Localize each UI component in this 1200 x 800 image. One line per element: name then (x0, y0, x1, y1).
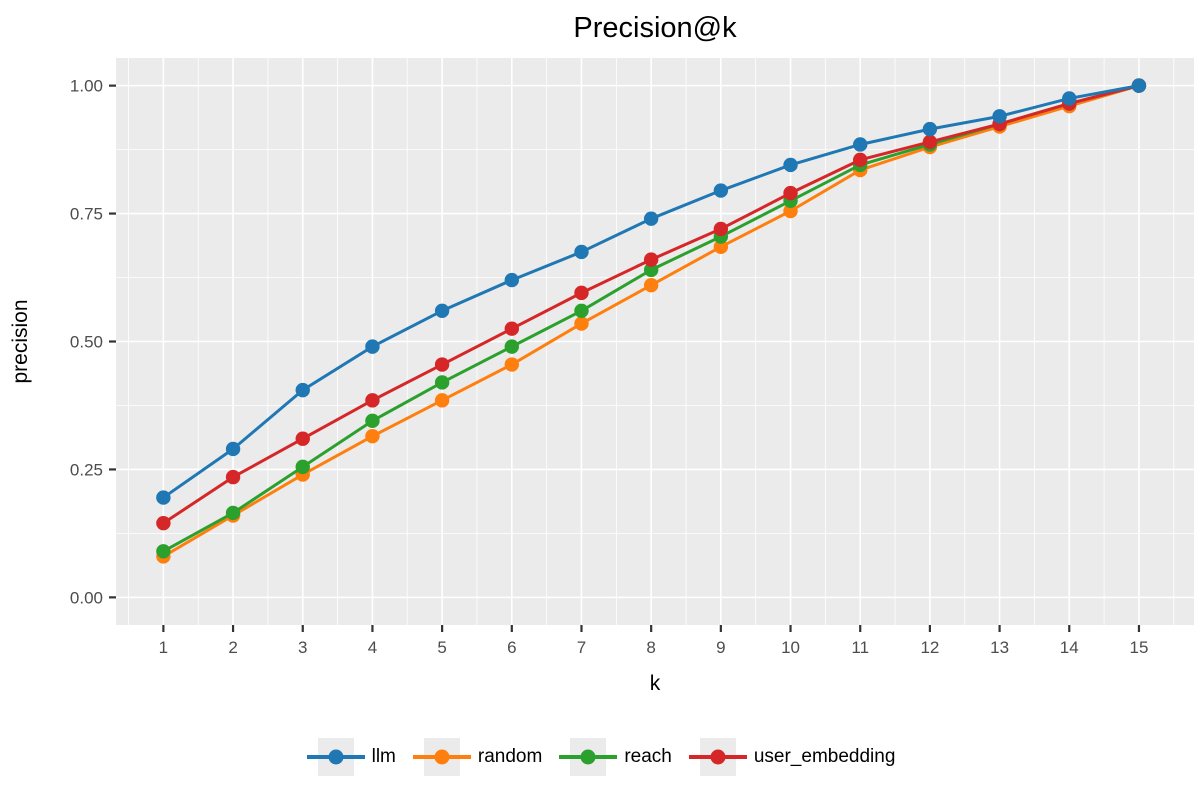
user_embedding-point (922, 134, 938, 150)
llm-point (713, 183, 729, 198)
user_embedding-point (783, 185, 798, 201)
user_embedding-point (643, 252, 659, 267)
random-point (434, 393, 450, 408)
x-tick-label: 5 (437, 638, 446, 657)
random-point (365, 428, 380, 444)
legend-point-glyph (710, 749, 726, 765)
y-tick-label: 0.25 (70, 460, 103, 479)
user_embedding-point (713, 221, 729, 237)
llm-point (992, 109, 1007, 124)
x-tick-label: 14 (1060, 638, 1079, 657)
chart-title: Precision@k (573, 12, 737, 44)
legend-key-reach (559, 738, 618, 776)
llm-point (295, 382, 310, 398)
legend-point-glyph (328, 749, 344, 765)
user_embedding-point (434, 357, 450, 372)
x-tick-label: 1 (159, 638, 168, 657)
user_embedding-point (225, 469, 241, 485)
random-point (643, 278, 659, 293)
llm-point (225, 441, 241, 457)
llm-point (574, 244, 589, 260)
x-axis-title: k (650, 672, 661, 695)
user_embedding-point (156, 515, 171, 531)
random-point (713, 239, 729, 255)
reach-point (643, 262, 659, 278)
llm-point (434, 303, 450, 318)
x-tick-label: 3 (298, 638, 307, 657)
random-point (574, 316, 589, 331)
legend-key-llm (306, 738, 365, 776)
random-point (504, 357, 520, 372)
x-tick-label: 12 (920, 638, 939, 657)
llm-point (365, 339, 380, 354)
user_embedding-point (853, 152, 868, 168)
llm-point (1062, 91, 1077, 106)
reach-point (574, 303, 589, 318)
x-tick-label: 11 (851, 638, 869, 657)
legend-label: random (477, 746, 543, 767)
user_embedding-point (574, 285, 589, 301)
reach-point (156, 544, 171, 559)
legend-point-glyph (580, 749, 596, 765)
legend-item-user_embedding: user_embedding (687, 737, 896, 777)
y-tick-label: 0.00 (70, 588, 103, 607)
legend-item-reach: reach (557, 737, 672, 777)
user_embedding-point (365, 393, 380, 408)
x-tick-label: 2 (228, 638, 237, 657)
reach-point (225, 505, 241, 521)
user_embedding-point (504, 321, 520, 336)
llm-point (1131, 78, 1147, 93)
llm-point (643, 211, 659, 226)
x-tick-label: 6 (507, 638, 516, 657)
legend-item-llm: llm (305, 737, 396, 777)
reach-point (434, 375, 450, 390)
x-tick-label: 8 (646, 638, 655, 657)
legend-label: reach (624, 746, 672, 767)
llm-point (504, 272, 520, 288)
llm-point (156, 490, 171, 505)
random-point (783, 203, 798, 219)
x-tick-label: 4 (368, 638, 377, 657)
y-tick-label: 1.00 (70, 77, 103, 96)
llm-point (853, 137, 868, 152)
y-axis-title: precision (9, 299, 32, 383)
legend-item-random: random (411, 737, 542, 777)
llm-point (922, 121, 938, 137)
legend-key-user_embedding (688, 738, 747, 776)
reach-point (365, 413, 380, 429)
llm-point (783, 157, 798, 173)
reach-point (504, 339, 520, 354)
x-tick-label: 7 (577, 638, 586, 657)
legend-label: user_embedding (753, 746, 896, 767)
y-tick-label: 0.75 (70, 205, 103, 224)
user_embedding-point (295, 431, 310, 446)
reach-point (295, 459, 310, 475)
x-tick-label: 13 (990, 638, 1009, 657)
x-tick-label: 15 (1129, 638, 1148, 657)
legend-point-glyph (434, 749, 450, 765)
x-tick-label: 10 (781, 638, 800, 657)
legend: llm random reach user_embedding (0, 737, 1200, 777)
legend-key-random (412, 738, 471, 776)
x-tick-label: 9 (716, 638, 725, 657)
legend-label: llm (371, 746, 396, 767)
y-tick-label: 0.50 (70, 333, 103, 352)
